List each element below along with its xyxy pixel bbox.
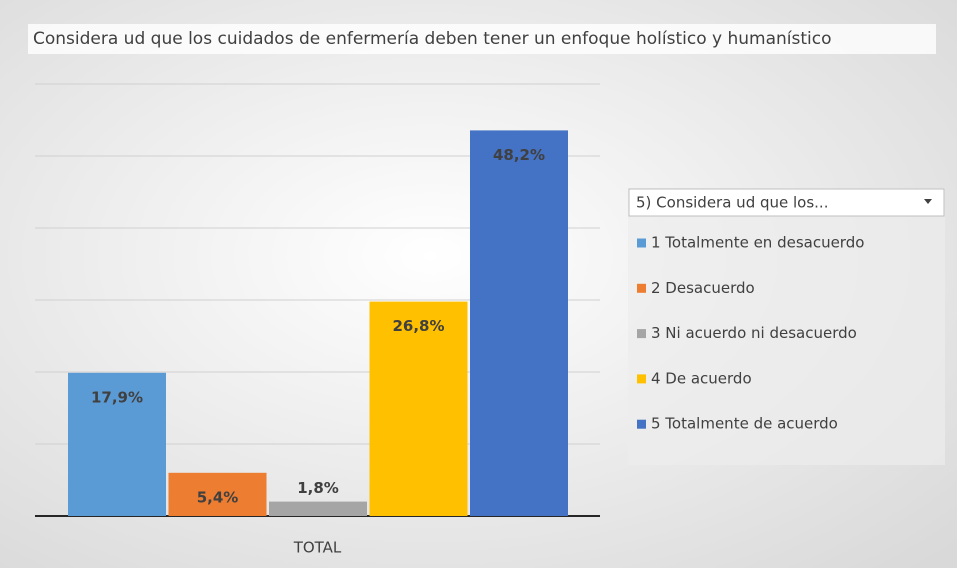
legend-swatch (637, 374, 646, 384)
bar (369, 301, 468, 516)
bar (68, 372, 166, 516)
data-label: 17,9% (91, 388, 143, 406)
bar (470, 130, 568, 516)
x-tick-label: TOTAL (293, 539, 342, 557)
legend-label: 4 De acuerdo (651, 369, 752, 387)
legend-swatch (637, 238, 646, 248)
legend-title: 5) Considera ud que los... (636, 194, 828, 212)
data-label: 5,4% (197, 488, 239, 506)
legend-swatch (637, 329, 646, 339)
legend-header[interactable] (628, 188, 945, 217)
data-label: 1,8% (297, 479, 339, 497)
legend-label: 2 Desacuerdo (651, 279, 755, 297)
bar (168, 472, 267, 516)
legend-swatch (637, 283, 646, 293)
legend-swatch (637, 419, 646, 429)
legend-label: 5 Totalmente de acuerdo (651, 415, 838, 433)
title-box (28, 24, 936, 54)
dropdown-arrow[interactable] (924, 199, 932, 204)
data-label: 26,8% (392, 317, 444, 335)
chart-title: Considera ud que los cuidados de enferme… (33, 29, 831, 49)
legend (628, 188, 945, 465)
data-label: 48,2% (493, 146, 545, 164)
bar (269, 501, 367, 516)
legend-label: 3 Ni acuerdo ni desacuerdo (651, 324, 857, 342)
legend-label: 1 Totalmente en desacuerdo (651, 234, 864, 252)
